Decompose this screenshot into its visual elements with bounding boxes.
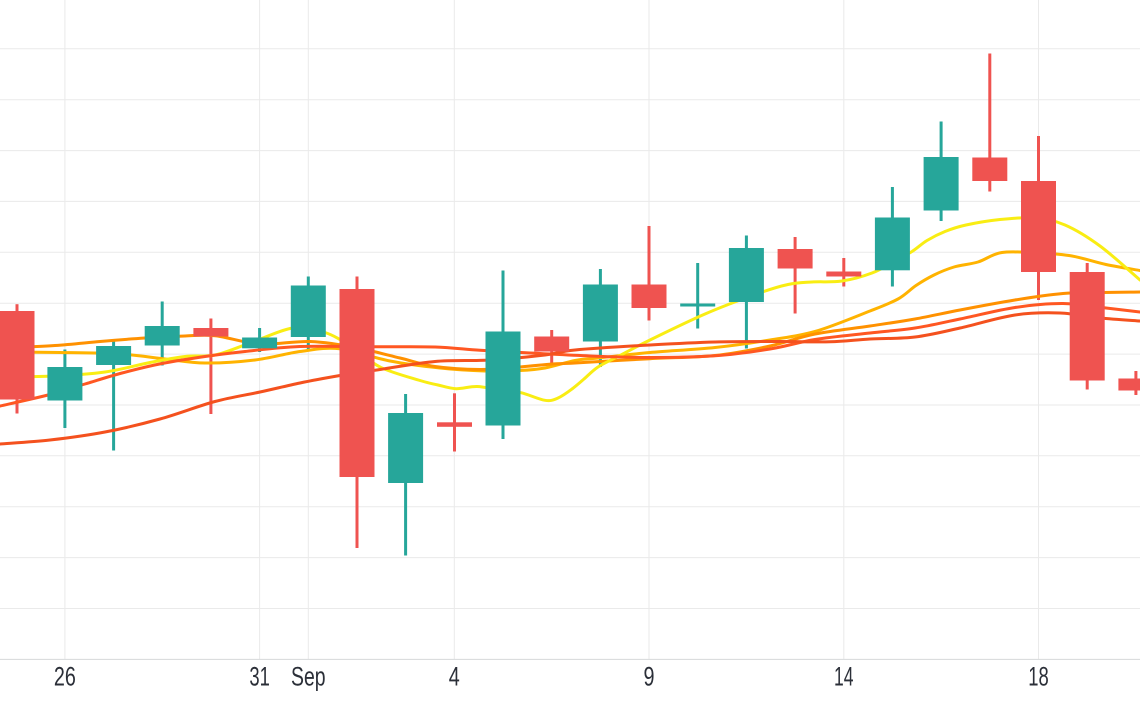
svg-text:14: 14 <box>834 662 854 692</box>
svg-text:18: 18 <box>1028 662 1049 692</box>
svg-text:26: 26 <box>54 662 76 692</box>
svg-text:Sep: Sep <box>291 662 326 692</box>
svg-text:31: 31 <box>249 662 270 692</box>
svg-text:9: 9 <box>644 662 655 692</box>
svg-text:4: 4 <box>449 662 460 692</box>
